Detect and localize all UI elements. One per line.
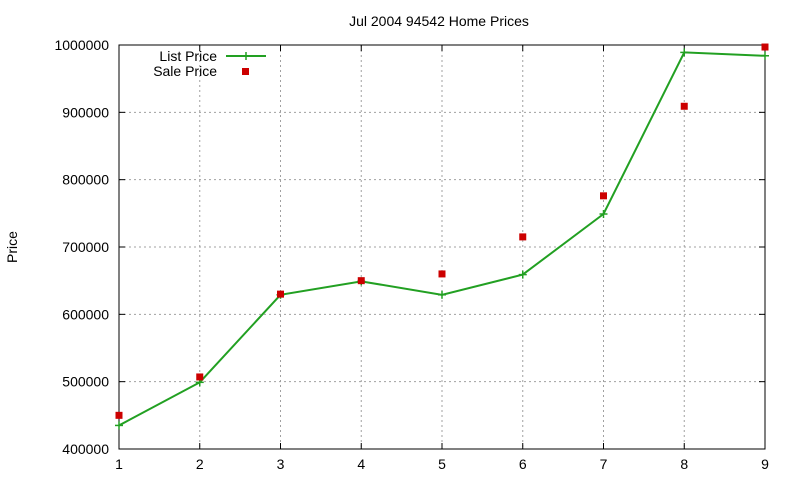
y-tick-label: 500000	[62, 374, 109, 390]
y-tick-label: 1000000	[54, 37, 109, 53]
point-list-price	[115, 421, 123, 430]
plot-frame	[118, 44, 766, 450]
legend-swatch-sale-price	[242, 68, 249, 75]
y-tick-label: 400000	[62, 441, 109, 457]
y-tick-label: 700000	[62, 239, 109, 255]
legend-label-list-price: List Price	[159, 48, 217, 64]
point-sale-price	[277, 290, 284, 298]
point-list-price	[438, 290, 446, 299]
series	[115, 43, 769, 430]
chart-title: Jul 2004 94542 Home Prices	[349, 13, 529, 29]
point-list-price	[599, 210, 608, 219]
point-sale-price	[196, 373, 204, 381]
x-tick-label: 1	[115, 456, 123, 472]
series-line-list-price	[118, 51, 766, 427]
point-sale-price	[519, 233, 527, 241]
x-tick-label: 2	[196, 456, 204, 472]
point-list-price	[680, 48, 689, 57]
x-tick-label: 3	[277, 456, 285, 472]
x-tick-label: 5	[438, 456, 446, 472]
y-tick-label: 800000	[62, 172, 109, 188]
x-tick-label: 4	[357, 456, 365, 472]
point-sale-price	[357, 277, 365, 285]
x-tick-label: 8	[680, 456, 688, 472]
legend: List Price Sale Price	[153, 48, 266, 79]
grid	[119, 45, 765, 449]
x-tick-label: 6	[519, 456, 527, 472]
point-sale-price	[115, 411, 123, 419]
y-tick-label: 900000	[62, 104, 109, 120]
x-tick-label: 9	[761, 456, 769, 472]
point-sale-price	[680, 102, 688, 110]
point-sale-price	[761, 43, 769, 51]
point-list-price	[761, 51, 769, 60]
y-tick-label: 600000	[62, 306, 109, 322]
axis-ticks: 400000 500000 600000 700000 800000 900000 1000…	[54, 37, 769, 472]
point-sale-price	[438, 270, 446, 278]
legend-label-sale-price: Sale Price	[153, 63, 217, 79]
point-sale-price	[600, 192, 607, 200]
x-tick-label: 7	[600, 456, 608, 472]
point-list-price	[518, 270, 527, 279]
y-axis-label: Price	[4, 231, 20, 263]
